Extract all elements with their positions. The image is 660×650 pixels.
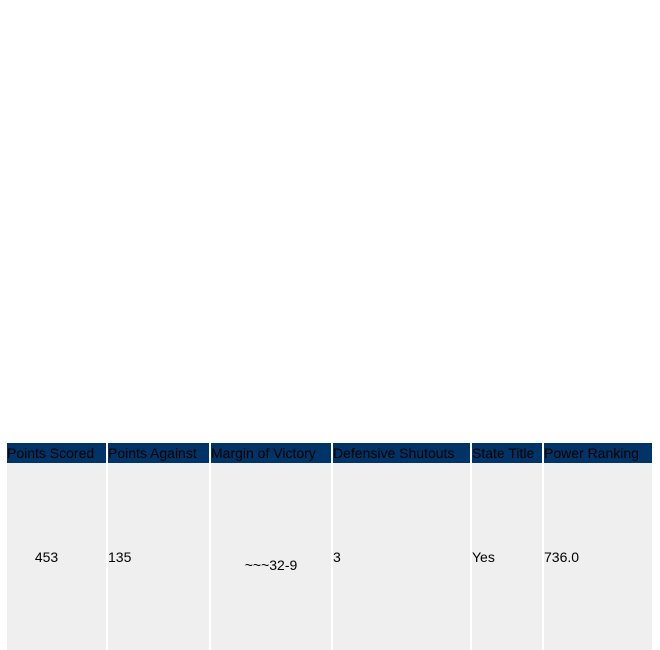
header-cell: State Title	[472, 443, 542, 463]
cell: 135	[108, 463, 209, 650]
data-row: 453 135 ~~~32-9 3 Yes 736.0	[7, 463, 652, 650]
cell: 736.0	[544, 463, 652, 650]
header-cell: Points Scored	[7, 443, 106, 463]
stats-table: Points Scored Points Against Margin of V…	[5, 443, 654, 650]
header-cell: Margin of Victory	[211, 443, 331, 463]
header-row: Points Scored Points Against Margin of V…	[7, 443, 652, 463]
header-cell: Power Ranking	[544, 443, 652, 463]
cell: 3	[333, 463, 470, 650]
header-cell: Defensive Shutouts	[333, 443, 470, 463]
cell: ~~~32-9	[211, 463, 331, 650]
header-cell: Points Against	[108, 443, 209, 463]
cell: 453	[7, 463, 106, 650]
cell: Yes	[472, 463, 542, 650]
